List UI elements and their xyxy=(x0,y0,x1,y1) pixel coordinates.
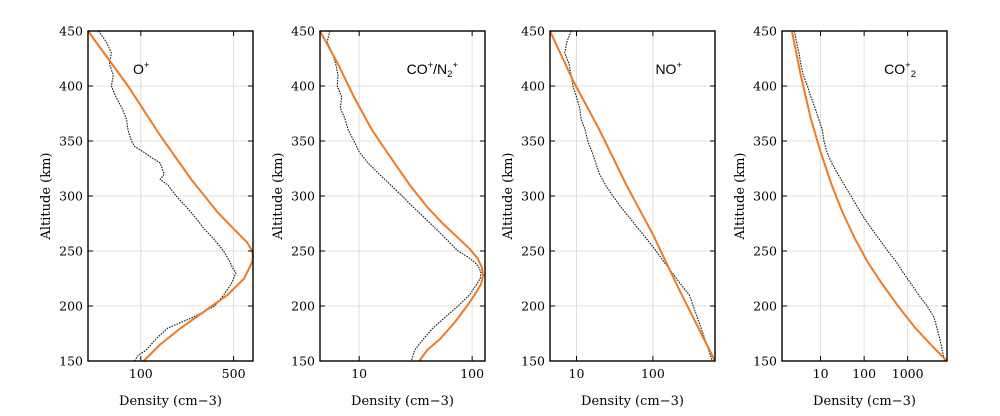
y-axis-label: Altitude (km) xyxy=(733,152,748,240)
y-tick-label: 200 xyxy=(753,299,777,314)
panel-co-plus-n2-plus: 150 200 250 300 350 400 450 10 100 Density (cm−3)… xyxy=(271,24,486,409)
y-tick-label: 350 xyxy=(521,134,545,149)
y-tick-label: 300 xyxy=(59,189,83,204)
panel-no-plus: 150 200 250 300 350 400 450 10 100 Density (cm−3)… xyxy=(501,24,716,409)
panel-co2-plus: 150 200 250 300 350 400 450 10 100 1000 Density (c… xyxy=(733,24,948,409)
species-label: O+ xyxy=(133,60,150,77)
y-tick-label: 200 xyxy=(291,299,315,314)
y-tick-label: 350 xyxy=(59,134,83,149)
y-tick-label: 350 xyxy=(291,134,315,149)
species-label: CO+/N2+ xyxy=(407,60,459,80)
y-tick-label: 450 xyxy=(291,24,315,39)
y-tick-label: 450 xyxy=(753,24,777,39)
y-tick-label: 400 xyxy=(521,79,545,94)
x-tick-label: 10 xyxy=(569,366,585,381)
species-label: NO+ xyxy=(655,60,682,77)
observed-profile xyxy=(326,30,482,362)
x-tick-label: 10 xyxy=(351,366,367,381)
x-tick-label: 100 xyxy=(460,366,484,381)
y-tick-label: 250 xyxy=(59,244,83,259)
y-tick-label: 250 xyxy=(521,244,545,259)
y-tick-label: 150 xyxy=(59,354,83,369)
y-axis-label: Altitude (km) xyxy=(271,152,286,240)
y-tick-label: 350 xyxy=(753,134,777,149)
y-tick-label: 250 xyxy=(291,244,315,259)
y-tick-label: 200 xyxy=(521,299,545,314)
x-tick-label: 100 xyxy=(641,366,665,381)
y-axis-label: Altitude (km) xyxy=(39,152,54,240)
x-axis-label: Density (cm−3) xyxy=(119,394,222,409)
x-tick-label: 10 xyxy=(813,366,829,381)
y-tick-label: 150 xyxy=(291,354,315,369)
x-tick-label: 100 xyxy=(852,366,876,381)
y-tick-label: 300 xyxy=(521,189,545,204)
species-label: CO+2 xyxy=(884,60,916,80)
y-axis-label: Altitude (km) xyxy=(501,152,516,240)
y-tick-label: 450 xyxy=(521,24,545,39)
x-axis-label: Density (cm−3) xyxy=(581,394,684,409)
y-tick-label: 400 xyxy=(59,79,83,94)
model-curve xyxy=(319,30,485,362)
y-tick-label: 200 xyxy=(59,299,83,314)
y-tick-label: 400 xyxy=(753,79,777,94)
y-tick-label: 300 xyxy=(753,189,777,204)
x-tick-label: 1000 xyxy=(892,366,924,381)
y-tick-label: 150 xyxy=(521,354,545,369)
y-tick-label: 400 xyxy=(291,79,315,94)
x-tick-label: 500 xyxy=(222,366,246,381)
observed-profile xyxy=(793,30,946,362)
x-tick-label: 100 xyxy=(129,366,153,381)
observed-profile xyxy=(98,30,237,362)
x-axis-label: Density (cm−3) xyxy=(351,394,454,409)
y-tick-label: 150 xyxy=(753,354,777,369)
x-axis-label: Density (cm−3) xyxy=(813,394,916,409)
model-curve xyxy=(790,30,948,362)
y-tick-label: 250 xyxy=(753,244,777,259)
y-tick-label: 450 xyxy=(59,24,83,39)
model-curve xyxy=(549,30,716,362)
y-tick-label: 300 xyxy=(291,189,315,204)
